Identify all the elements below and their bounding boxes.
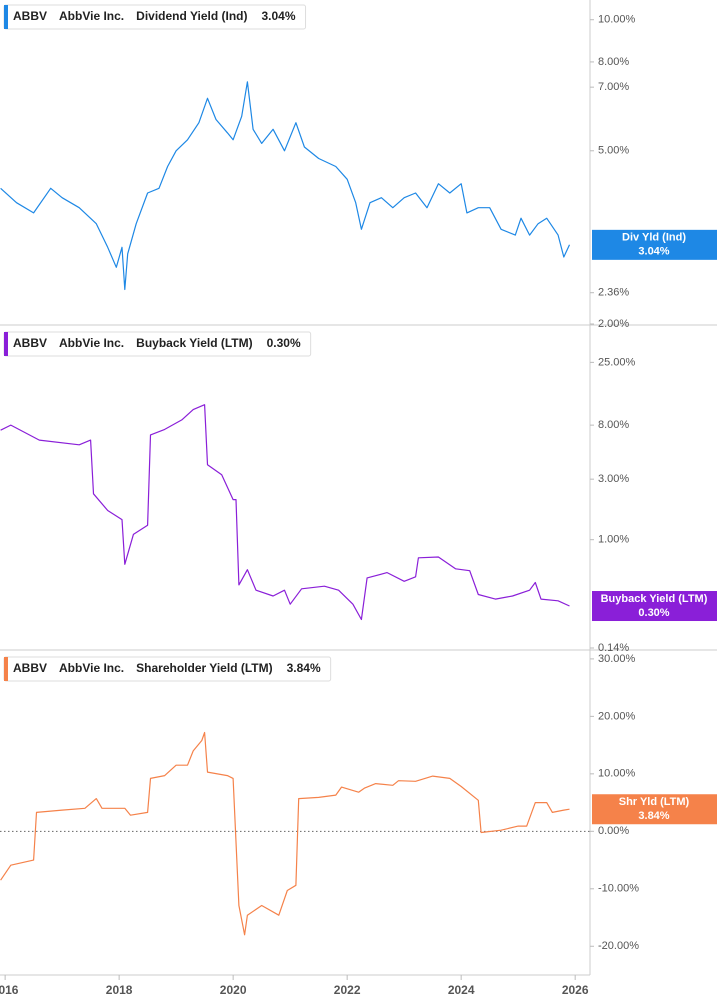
- x-tick-label: 2020: [220, 983, 247, 997]
- y-tick-label: 20.00%: [598, 710, 636, 722]
- badge-label: Buyback Yield (LTM): [601, 593, 708, 605]
- legend-ticker: ABBV: [13, 661, 47, 675]
- legend-swatch: [4, 5, 8, 29]
- legend-value: 3.84%: [287, 661, 321, 675]
- legend-company: AbbVie Inc.: [59, 9, 124, 23]
- badge-label: Div Yld (Ind): [622, 232, 686, 244]
- y-tick-label: 1.00%: [598, 534, 629, 546]
- badge-value: 0.30%: [638, 607, 669, 619]
- x-tick-label: 2026: [562, 983, 589, 997]
- legend-ticker: ABBV: [13, 9, 47, 23]
- badge-value: 3.84%: [638, 810, 669, 822]
- value-badge: [592, 794, 717, 825]
- legend-header: ABBV AbbVie Inc. Dividend Yield (Ind) 3.04%: [3, 4, 307, 30]
- series-line: [0, 81, 571, 291]
- y-tick-label: -10.00%: [598, 883, 639, 895]
- value-badge: [592, 591, 717, 622]
- badge-value: 3.04%: [638, 246, 669, 258]
- y-tick-label: 25.00%: [598, 356, 636, 368]
- legend-header: ABBV AbbVie Inc. Shareholder Yield (LTM) 3.…: [3, 656, 332, 682]
- y-tick-label: 10.00%: [598, 14, 636, 26]
- y-tick-label: 3.00%: [598, 473, 629, 485]
- series-line: [0, 404, 570, 621]
- legend-value: 3.04%: [262, 9, 296, 23]
- y-tick-label: 10.00%: [598, 768, 636, 780]
- y-tick-label: 8.00%: [598, 56, 629, 68]
- y-tick-label: 30.00%: [598, 653, 636, 665]
- legend-entry: Buyback Yield (LTM): [136, 336, 252, 350]
- value-badge: [592, 229, 717, 260]
- x-tick-label: 2018: [106, 983, 133, 997]
- legend-swatch: [4, 657, 8, 681]
- legend-header: ABBV AbbVie Inc. Buyback Yield (LTM) 0.30%: [3, 331, 312, 357]
- x-tick-label: 2016: [0, 983, 19, 997]
- legend-company: AbbVie Inc.: [59, 661, 124, 675]
- y-tick-label: 2.36%: [598, 287, 629, 299]
- y-tick-label: -20.00%: [598, 940, 639, 952]
- legend-value: 0.30%: [267, 336, 301, 350]
- y-tick-label: 0.00%: [598, 825, 629, 837]
- badge-label: Shr Yld (LTM): [619, 796, 690, 808]
- series-line: [0, 731, 570, 936]
- legend-ticker: ABBV: [13, 336, 47, 350]
- legend-entry: Shareholder Yield (LTM): [136, 661, 272, 675]
- y-tick-label: 5.00%: [598, 145, 629, 157]
- y-tick-label: 0.14%: [598, 642, 629, 654]
- legend-entry: Dividend Yield (Ind): [136, 9, 247, 23]
- legend-company: AbbVie Inc.: [59, 336, 124, 350]
- x-tick-label: 2022: [334, 983, 361, 997]
- y-tick-label: 2.00%: [598, 318, 629, 330]
- legend-swatch: [4, 332, 8, 356]
- y-tick-label: 8.00%: [598, 419, 629, 431]
- x-tick-label: 2024: [448, 983, 475, 997]
- y-tick-label: 7.00%: [598, 81, 629, 93]
